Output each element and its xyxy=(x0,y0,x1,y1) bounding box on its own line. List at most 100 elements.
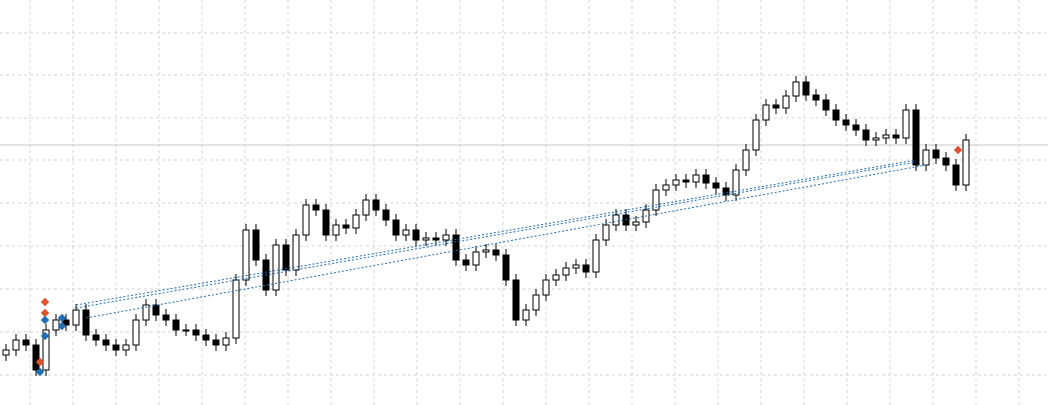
candle-body xyxy=(382,209,390,221)
candle-body xyxy=(912,109,920,166)
candle-body xyxy=(332,224,340,236)
candle-body xyxy=(542,279,550,296)
candle-body xyxy=(602,224,610,241)
candle-body xyxy=(882,134,890,139)
candle-body xyxy=(282,244,290,271)
candle-body xyxy=(232,279,240,339)
candle-body xyxy=(822,99,830,111)
candle-body xyxy=(742,149,750,171)
candle-body xyxy=(242,229,250,281)
candle-body xyxy=(322,209,330,236)
candle-body xyxy=(892,134,900,139)
candle-body xyxy=(352,214,360,229)
candle-body xyxy=(502,254,510,281)
candle-body xyxy=(962,139,970,186)
candle-body xyxy=(312,204,320,211)
candle-body xyxy=(412,229,420,241)
candle-body xyxy=(702,174,710,184)
candle-body xyxy=(522,309,530,321)
candle-body xyxy=(842,119,850,126)
candle-body xyxy=(62,319,70,326)
candle-body xyxy=(72,309,80,326)
candle-body xyxy=(782,95,790,109)
candle-body xyxy=(152,304,160,316)
candle-body xyxy=(672,179,680,186)
candle-body xyxy=(552,274,560,281)
candle-body xyxy=(222,337,230,346)
candle-body xyxy=(122,344,130,351)
candle-body xyxy=(532,294,540,311)
candle-body xyxy=(772,104,780,109)
candle-body xyxy=(442,234,450,241)
candle-body xyxy=(952,164,960,186)
signal-marker xyxy=(40,308,50,318)
signal-marker xyxy=(57,313,67,323)
candle-body xyxy=(432,237,440,241)
candle-body xyxy=(762,104,770,121)
candle-body xyxy=(942,157,950,166)
candle-body xyxy=(572,264,580,269)
candle-body xyxy=(732,169,740,196)
candle-body xyxy=(582,264,590,273)
candle-body xyxy=(292,234,300,271)
candle-body xyxy=(42,329,50,371)
candle-body xyxy=(752,119,760,151)
candle-body xyxy=(22,339,30,346)
candle-body xyxy=(722,187,730,196)
candle-body xyxy=(372,199,380,211)
candle-body xyxy=(472,251,480,266)
candle-body xyxy=(812,94,820,101)
candle-body xyxy=(452,234,460,261)
candle-body xyxy=(52,319,60,331)
candle-body xyxy=(112,344,120,351)
signal-marker xyxy=(40,331,50,341)
candle-body xyxy=(302,204,310,236)
candle-body xyxy=(92,334,100,341)
candle-body xyxy=(12,339,20,351)
candle-body xyxy=(852,124,860,131)
candle-body xyxy=(362,199,370,216)
candle-body xyxy=(862,129,870,141)
candle-body xyxy=(342,224,350,229)
candle-body xyxy=(712,182,720,189)
signal-marker xyxy=(40,297,50,307)
candle-body xyxy=(922,149,930,166)
candle-body xyxy=(192,329,200,336)
candle-body xyxy=(692,174,700,183)
candle-body xyxy=(562,267,570,276)
candle-body xyxy=(202,334,210,341)
signal-marker xyxy=(35,367,45,377)
candle-body xyxy=(162,314,170,321)
candle-body xyxy=(32,344,40,371)
candle-body xyxy=(252,229,260,261)
candle-body xyxy=(832,109,840,121)
candle-body xyxy=(82,309,90,336)
signal-marker xyxy=(57,321,67,331)
candle-body xyxy=(512,279,520,321)
candle-body xyxy=(2,349,10,356)
signal-marker xyxy=(953,145,963,155)
candle-body xyxy=(662,184,670,191)
candle-body xyxy=(652,189,660,211)
trend-line xyxy=(85,164,927,319)
candle-body xyxy=(422,237,430,241)
candle-body xyxy=(272,244,280,291)
signal-marker xyxy=(35,357,45,367)
candle-body xyxy=(172,319,180,331)
candle-body xyxy=(612,214,620,226)
candle-body xyxy=(792,81,800,97)
candle-body xyxy=(592,239,600,273)
candle-body xyxy=(402,229,410,236)
candle-body xyxy=(632,221,640,226)
candle-body xyxy=(802,81,810,96)
candle-body xyxy=(102,339,110,346)
signal-marker xyxy=(40,315,50,325)
candle-body xyxy=(132,319,140,346)
candle-body xyxy=(902,109,910,139)
candle-body xyxy=(212,339,220,346)
candle-body xyxy=(142,304,150,321)
candle-body xyxy=(932,149,940,159)
candle-body xyxy=(182,329,190,332)
